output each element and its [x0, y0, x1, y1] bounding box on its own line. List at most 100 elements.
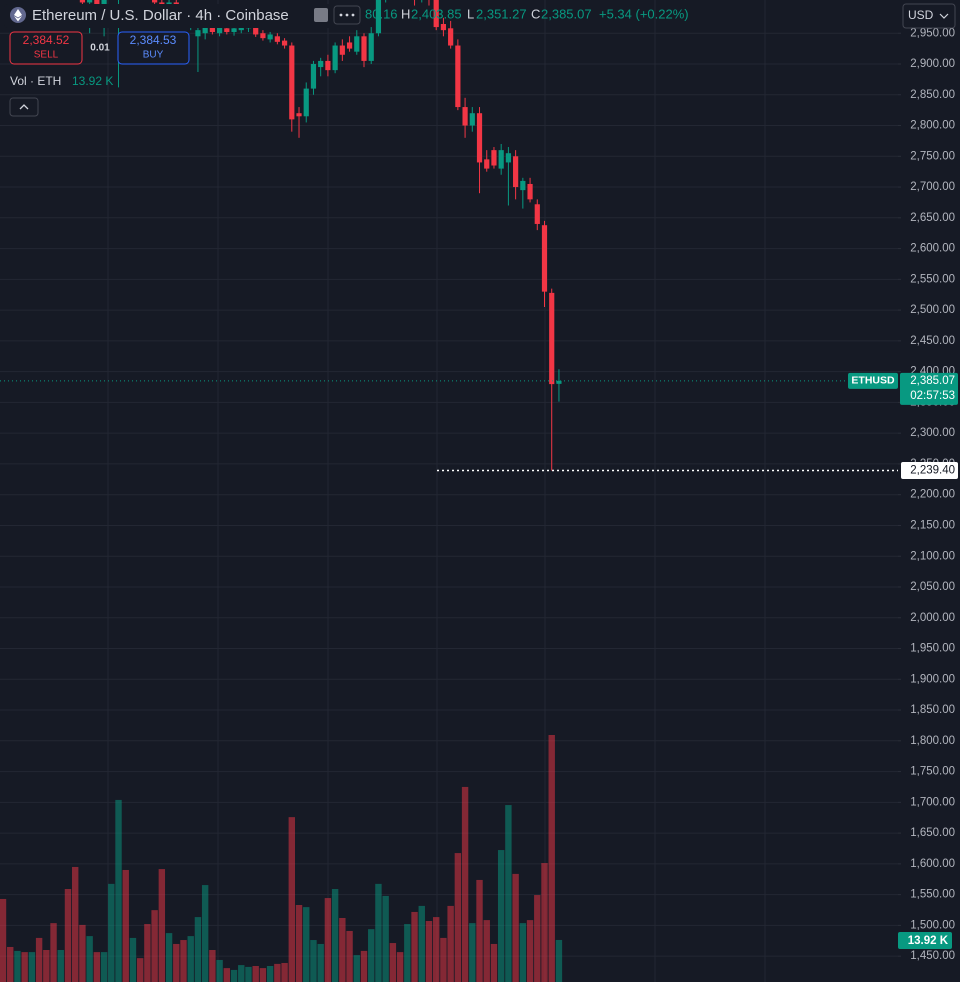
y-tick-label: 1,800.00 — [910, 735, 955, 747]
volume-bar — [79, 924, 86, 982]
y-tick-label: 1,700.00 — [910, 796, 955, 808]
volume-bar — [216, 959, 223, 982]
volume-bar — [108, 883, 115, 982]
candle-body — [253, 25, 259, 35]
y-tick-label: 2,150.00 — [910, 519, 955, 531]
y-tick-label: 1,500.00 — [910, 919, 955, 931]
volume-bar — [353, 955, 360, 982]
volume-bar — [490, 943, 498, 982]
y-tick-label: 2,700.00 — [910, 181, 955, 193]
volume-bar — [331, 888, 339, 982]
sell-button[interactable] — [9, 31, 83, 65]
dot — [339, 13, 343, 17]
volume-bar — [303, 907, 310, 982]
y-tick-label: 2,300.00 — [910, 427, 955, 439]
ohlc-open: 80.16 — [365, 6, 398, 21]
candle-body — [325, 60, 331, 71]
volume-bar — [158, 869, 166, 982]
volume-bar — [396, 952, 404, 982]
price-axis: 1,450.00 1,500.00 1,550.00 1,600.00 1,650.00… — [898, 27, 955, 962]
y-tick-label: 2,650.00 — [910, 212, 955, 224]
volume-bar — [43, 949, 50, 982]
candle-body — [527, 183, 533, 200]
volume-bar — [72, 866, 79, 982]
volume-bar — [194, 917, 202, 982]
candle-body — [448, 28, 454, 46]
y-tick-label: 1,600.00 — [910, 858, 955, 870]
volume-bar — [346, 930, 353, 982]
volume-bar — [433, 917, 440, 982]
candle-body — [520, 180, 526, 191]
volume-bar — [180, 940, 187, 982]
volume-bar — [288, 817, 295, 982]
candle-body — [202, 25, 208, 34]
volume-bars — [0, 735, 563, 982]
volume-bar — [519, 923, 527, 982]
volume-bar — [548, 735, 555, 982]
low-tag — [901, 461, 958, 479]
volume-bar — [447, 905, 454, 982]
buy-button[interactable] — [117, 31, 190, 65]
volume-bar — [151, 910, 158, 982]
candle-body — [267, 34, 273, 40]
volume-bar — [14, 950, 21, 982]
ohlc-high: 2,403.85 — [411, 6, 462, 21]
symbol-tag-text: ETHUSD — [851, 375, 895, 387]
candle-body — [455, 45, 461, 108]
volume-bar — [0, 898, 7, 982]
flag-icon[interactable] — [314, 8, 328, 22]
volume-bar — [201, 885, 209, 982]
volume-bar — [28, 952, 36, 982]
dot — [351, 13, 355, 17]
volume-bar — [86, 936, 93, 982]
symbol-title[interactable]: Ethereum / U.S. Dollar · 4h · Coinbase — [32, 7, 289, 24]
candle-body — [440, 23, 447, 31]
volume-bar — [310, 940, 317, 982]
volume-bar — [259, 968, 267, 982]
candle-body — [368, 33, 374, 61]
collapse-button[interactable] — [9, 97, 39, 117]
volume-bar — [238, 965, 245, 982]
currency-button[interactable] — [902, 3, 956, 29]
y-tick-label: 2,600.00 — [910, 243, 955, 255]
candle-body — [332, 45, 338, 71]
ohlc-close: 2,385.07 — [541, 6, 592, 21]
candle-body — [513, 156, 519, 188]
volume-bar — [136, 958, 144, 982]
volume-bar — [389, 943, 397, 982]
y-tick-label: 2,450.00 — [910, 335, 955, 347]
y-tick-label: 1,950.00 — [910, 643, 955, 655]
volume-bar — [317, 943, 324, 982]
vertical-grid — [107, 0, 766, 982]
volume-bar — [469, 923, 476, 982]
candle-body — [195, 30, 201, 37]
volume-bar — [100, 952, 108, 982]
price-tags: ETHUSD 2,385.07 02:57:53 2,239.40 13.92 … — [0, 372, 958, 949]
candle-body — [462, 107, 468, 126]
volume-bar — [173, 943, 180, 982]
candle-body — [549, 292, 555, 385]
candle-body — [375, 0, 382, 34]
y-tick-label: 1,550.00 — [910, 889, 955, 901]
volume-tag — [898, 932, 952, 949]
volume-bar — [187, 936, 194, 982]
sell-label: SELL — [34, 50, 59, 61]
volume-bar — [64, 888, 72, 982]
spread: 0.01 — [90, 43, 110, 54]
volume-bar — [93, 952, 101, 982]
candle-body — [505, 153, 511, 163]
y-tick-label: 2,950.00 — [910, 27, 955, 39]
candle-body — [556, 380, 562, 384]
last-price-text: 2,385.07 — [910, 375, 955, 387]
candle-body — [339, 45, 345, 55]
volume-bar — [35, 937, 43, 982]
vol-title: Vol · ETH — [10, 74, 61, 88]
more-button[interactable] — [333, 5, 361, 25]
volume-bar — [555, 939, 563, 982]
volume-bar — [245, 966, 252, 982]
volume-bar — [497, 850, 505, 982]
y-tick-label: 2,100.00 — [910, 550, 955, 562]
ohlc-key: L — [467, 6, 474, 21]
volume-bar — [266, 965, 274, 982]
candle-body — [491, 150, 497, 166]
